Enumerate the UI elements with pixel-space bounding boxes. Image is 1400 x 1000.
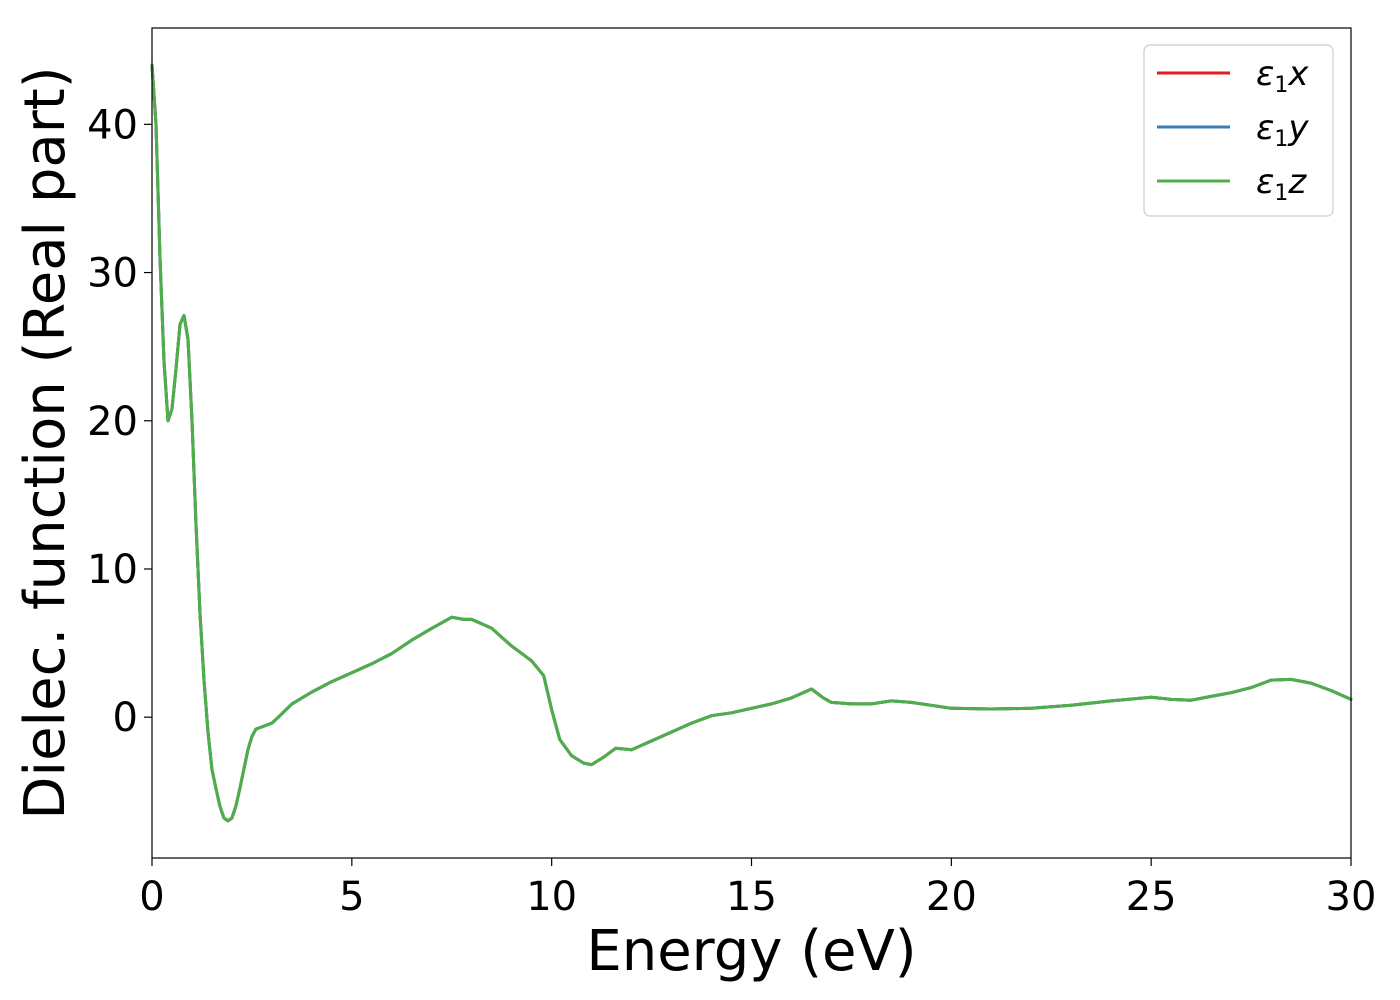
series-layer <box>150 63 1353 823</box>
x-tick-label: 25 <box>1126 874 1177 920</box>
y-axis-title: Dielec. function (Real part) <box>13 66 78 819</box>
legend-label-y: ε1y <box>1256 108 1309 152</box>
y-tick-label: 10 <box>87 547 138 593</box>
y-tick-label: 30 <box>87 251 138 297</box>
legend: ε1x ε1y ε1z <box>1143 44 1334 217</box>
y-tick-label: 0 <box>113 695 138 741</box>
y-tick-label: 20 <box>87 399 138 445</box>
x-tick-label: 30 <box>1326 874 1377 920</box>
series-line-z <box>150 63 1353 823</box>
x-tick-label: 5 <box>339 874 364 920</box>
legend-box <box>1143 44 1334 217</box>
x-tick-label: 20 <box>926 874 977 920</box>
x-axis: 0 5 10 15 20 25 30 <box>139 858 1376 920</box>
legend-label-z: ε1z <box>1256 162 1307 206</box>
x-tick-label: 10 <box>526 874 577 920</box>
x-tick-label: 15 <box>726 874 777 920</box>
y-tick-label: 40 <box>87 102 138 148</box>
x-tick-label: 0 <box>139 874 164 920</box>
y-axis: 0 10 20 30 40 <box>87 102 152 741</box>
x-axis-title: Energy (eV) <box>586 919 916 984</box>
legend-label-x: ε1x <box>1256 54 1309 98</box>
